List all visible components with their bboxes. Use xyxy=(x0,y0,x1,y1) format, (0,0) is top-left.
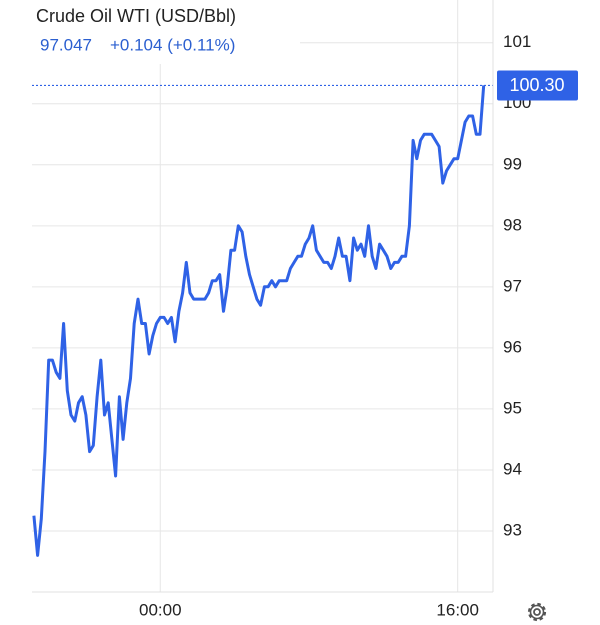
plot xyxy=(32,84,493,557)
last-price-label: 100.30 xyxy=(509,75,564,95)
y-tick-label: 98 xyxy=(503,215,522,234)
y-tick-label: 97 xyxy=(503,276,522,295)
last-price-box xyxy=(497,70,578,101)
y-tick-label: 94 xyxy=(503,459,522,478)
y-tick-label: 99 xyxy=(503,154,522,173)
x-tick-label: 16:00 xyxy=(436,600,479,619)
settings-icon[interactable] xyxy=(527,602,547,622)
header-bg xyxy=(0,0,300,64)
quote-price: 97.047 xyxy=(40,35,92,54)
chart-title: Crude Oil WTI (USD/Bbl) xyxy=(36,6,236,26)
y-tick-label: 101 xyxy=(503,32,531,51)
quote-change: +0.104 (+0.11%) xyxy=(110,35,235,54)
price-line xyxy=(32,85,486,557)
y-tick-label: 96 xyxy=(503,337,522,356)
y-tick-label: 93 xyxy=(503,520,522,539)
x-tick-label: 00:00 xyxy=(139,600,182,619)
y-tick-label: 95 xyxy=(503,398,522,417)
